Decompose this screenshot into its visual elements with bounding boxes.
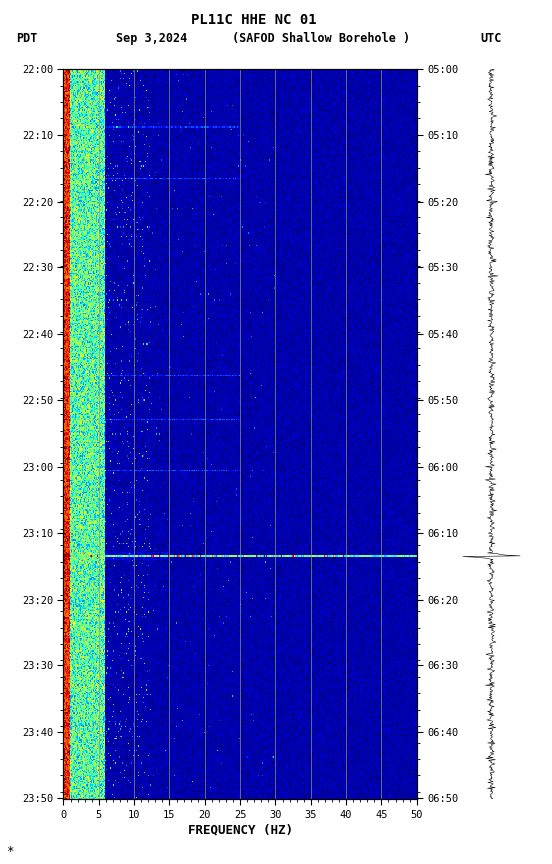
Text: UTC: UTC — [480, 32, 502, 45]
Text: PDT: PDT — [17, 32, 38, 45]
Text: *: * — [6, 845, 13, 858]
Text: (SAFOD Shallow Borehole ): (SAFOD Shallow Borehole ) — [232, 32, 410, 45]
Text: PL11C HHE NC 01: PL11C HHE NC 01 — [191, 13, 317, 27]
X-axis label: FREQUENCY (HZ): FREQUENCY (HZ) — [188, 823, 293, 836]
Text: Sep 3,2024: Sep 3,2024 — [116, 32, 187, 45]
